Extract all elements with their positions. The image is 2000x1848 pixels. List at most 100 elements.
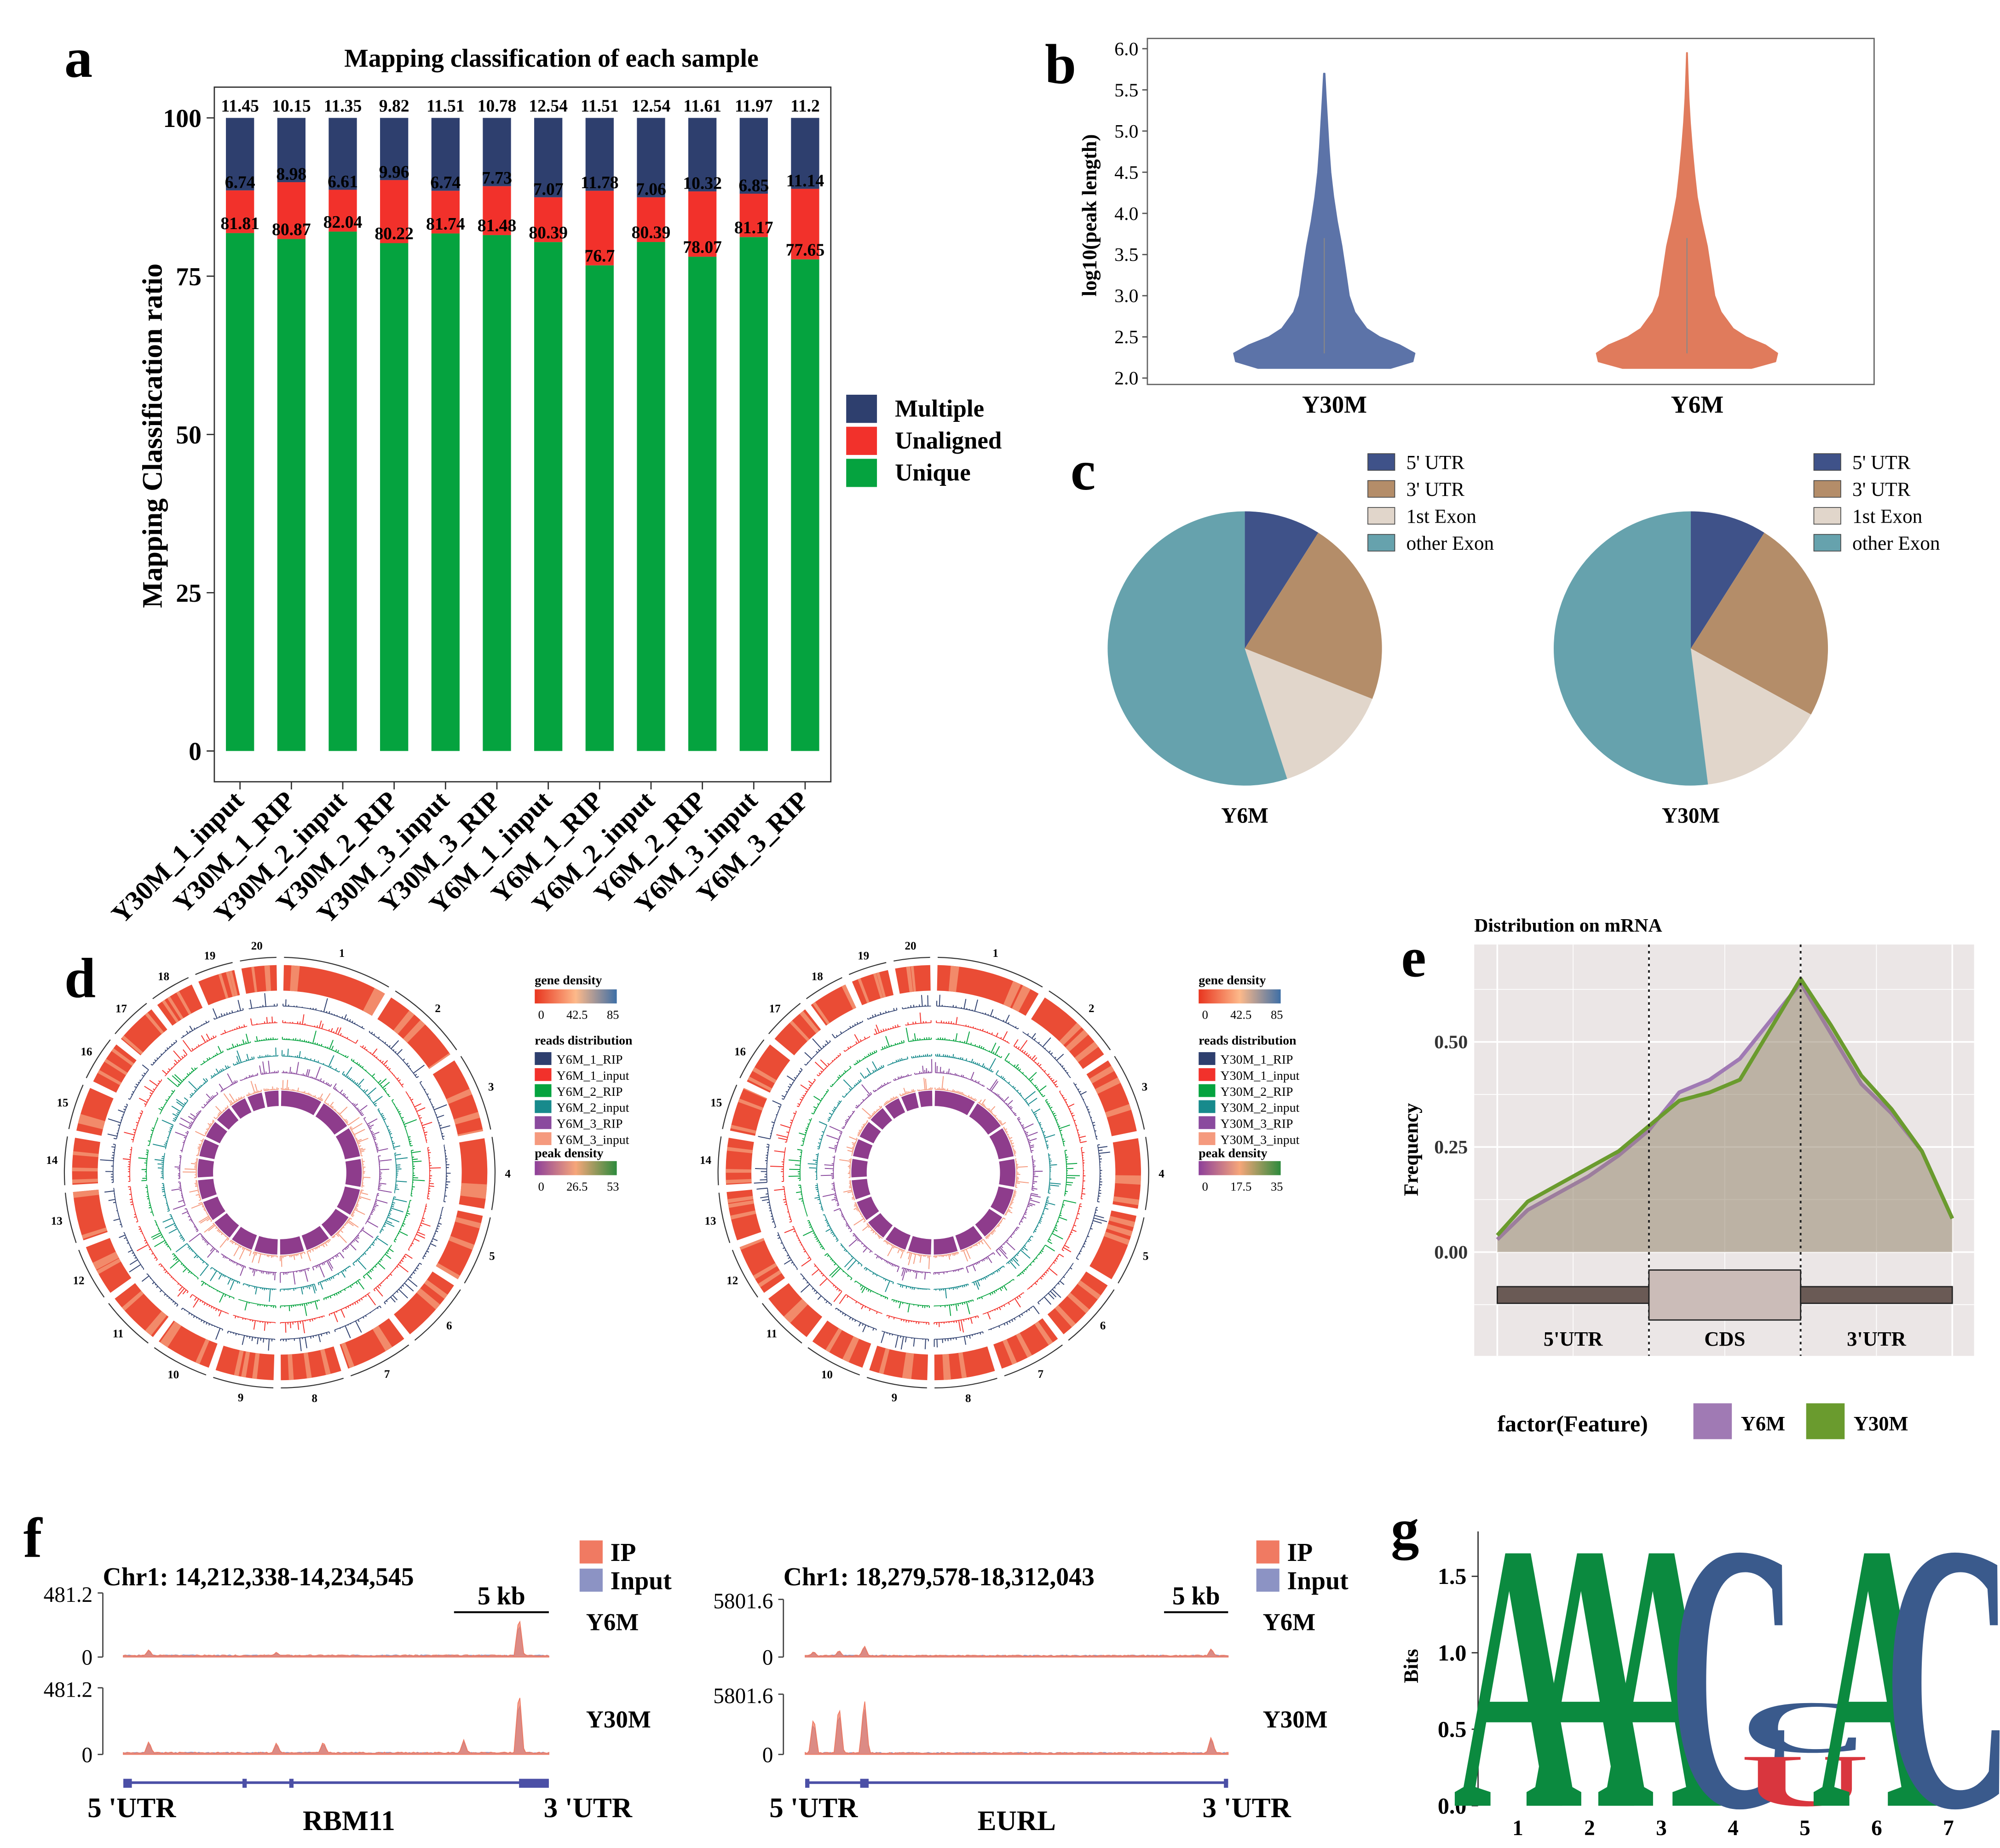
gene-model-exon [860,1779,869,1788]
data-label-unaligned: 6.85 [738,176,769,195]
chromosome-label: 18 [812,971,823,983]
chromosome-outline [460,1056,491,1130]
y-axis-label: Mapping Classification ratio [137,264,168,608]
reads-track-baseline [377,1109,395,1150]
reads-track-baseline [986,1088,1016,1116]
chromosome-label: 7 [1038,1368,1044,1381]
reads-track-baseline [869,1106,882,1119]
gene-density-band [73,1189,108,1241]
legend-label: Input [1287,1566,1349,1595]
reads-track-baseline [210,1066,231,1079]
reads-track-baseline [258,1055,278,1059]
data-label-unaligned: 11.14 [786,171,824,190]
y-tick-label: 0.50 [1434,1032,1468,1053]
utr5-label: 5 'UTR [87,1792,176,1824]
data-label-unique: 80.39 [632,223,671,242]
gene-density-colorbar [535,989,617,1004]
reads-track-baseline [884,1097,899,1106]
gene-density-band [1112,1138,1141,1209]
track-legend-swatch [1199,1116,1216,1129]
reads-track-baseline [850,1180,855,1200]
pie-title: Y30M [1662,804,1720,828]
region-label: 5'UTR [1544,1327,1603,1350]
y-tick-label: 3.0 [1114,286,1138,307]
gene-model-exon [242,1779,247,1788]
track-ymin-label: 0 [762,1743,773,1767]
violin-y6m [1596,52,1778,369]
reads-track-baseline [905,1022,931,1026]
track-legend-label: Y6M_1_input [557,1069,629,1083]
reads-track-baseline [816,1153,819,1180]
reads-track-baseline [1004,1190,1015,1216]
reads-track-baseline [1016,1244,1046,1277]
chromosome-outline [937,956,1043,988]
x-tick-label: 5 [1799,1816,1810,1840]
peak-density-band [853,1139,873,1159]
data-label-multiple: 10.78 [478,96,517,115]
reads-track-baseline [1073,1082,1097,1140]
data-label-unique: 80.87 [272,220,311,239]
chromosome-outline [718,1192,731,1243]
chromosome-label: 2 [435,1002,441,1015]
reads-track-baseline [802,1118,812,1146]
reads-track-baseline [351,1059,390,1097]
track-ymin-label: 0 [82,1646,93,1670]
reads-track-baseline [282,1055,339,1073]
gene-density-hotspot [753,1067,777,1083]
y-tick-label: 5.0 [1114,121,1138,142]
peak-density-band [337,1186,360,1215]
gene-density-hotspot [844,1337,859,1363]
reads-track-baseline [173,1253,199,1279]
reads-track-baseline [1047,1200,1064,1242]
colorbar-tick: 85 [607,1008,619,1022]
gene-density-hotspot [785,1300,807,1321]
chromosome-label: 9 [892,1392,898,1404]
data-label-unaligned: 10.32 [683,173,722,193]
track-legend-label: Y6M_3_RIP [557,1117,623,1131]
legend-swatch [1367,534,1395,552]
peak-density-title: peak density [1199,1146,1267,1161]
bar-unique [329,231,357,751]
reads-track-baseline [378,1156,380,1190]
gene-density-hotspot [365,989,385,1016]
x-tick-label: 6 [1871,1816,1882,1840]
region-label: 3'UTR [1847,1327,1907,1350]
chromosome-outline [717,1136,722,1186]
chromosome-label: 10 [167,1369,179,1381]
track-legend-swatch [1199,1132,1216,1146]
reads-track-baseline [280,1299,320,1307]
legend-label: 5' UTR [1852,452,1911,474]
chromosome-outline [848,962,887,975]
gene-density-hotspot [1002,1339,1017,1365]
chromosome-label: 16 [734,1046,746,1058]
reads-track-baseline [934,1284,968,1290]
gene-density-hotspot [727,1196,754,1203]
gene-density-hotspot [738,1098,764,1111]
reads-track-baseline [1080,1147,1084,1199]
reads-track-baseline [351,1190,362,1216]
reads-track-baseline [146,1150,149,1180]
reads-track-signal [883,1096,899,1106]
bar-unique [791,259,819,751]
pie-title: Y6M [1221,804,1268,828]
chromosome-label: 10 [821,1369,833,1381]
reads-track-baseline [846,1294,882,1314]
gene-density-hotspot [403,1020,426,1043]
region-coordinates: Chr1: 18,279,578-18,312,043 [784,1563,1095,1591]
chromosome-outline [722,1084,738,1129]
utr3-label: 3 'UTR [544,1792,633,1824]
reads-track-baseline [817,1183,824,1211]
reads-track-baseline [1022,1031,1071,1078]
reads-track-baseline [934,1267,963,1273]
colorbar-tick: 0 [538,1180,544,1193]
reads-track-baseline [784,1186,792,1222]
reads-track-baseline [252,1022,278,1026]
bar-multiple [329,118,357,190]
reads-track-baseline [363,1118,378,1153]
gene-density-band [93,1044,137,1093]
colorbar-tick: 85 [1271,1008,1283,1022]
y-tick-label: 3.5 [1114,244,1138,265]
chromosome-outline [414,1289,461,1341]
peak-density-band [206,1122,227,1144]
reads-track-baseline [875,1253,899,1267]
